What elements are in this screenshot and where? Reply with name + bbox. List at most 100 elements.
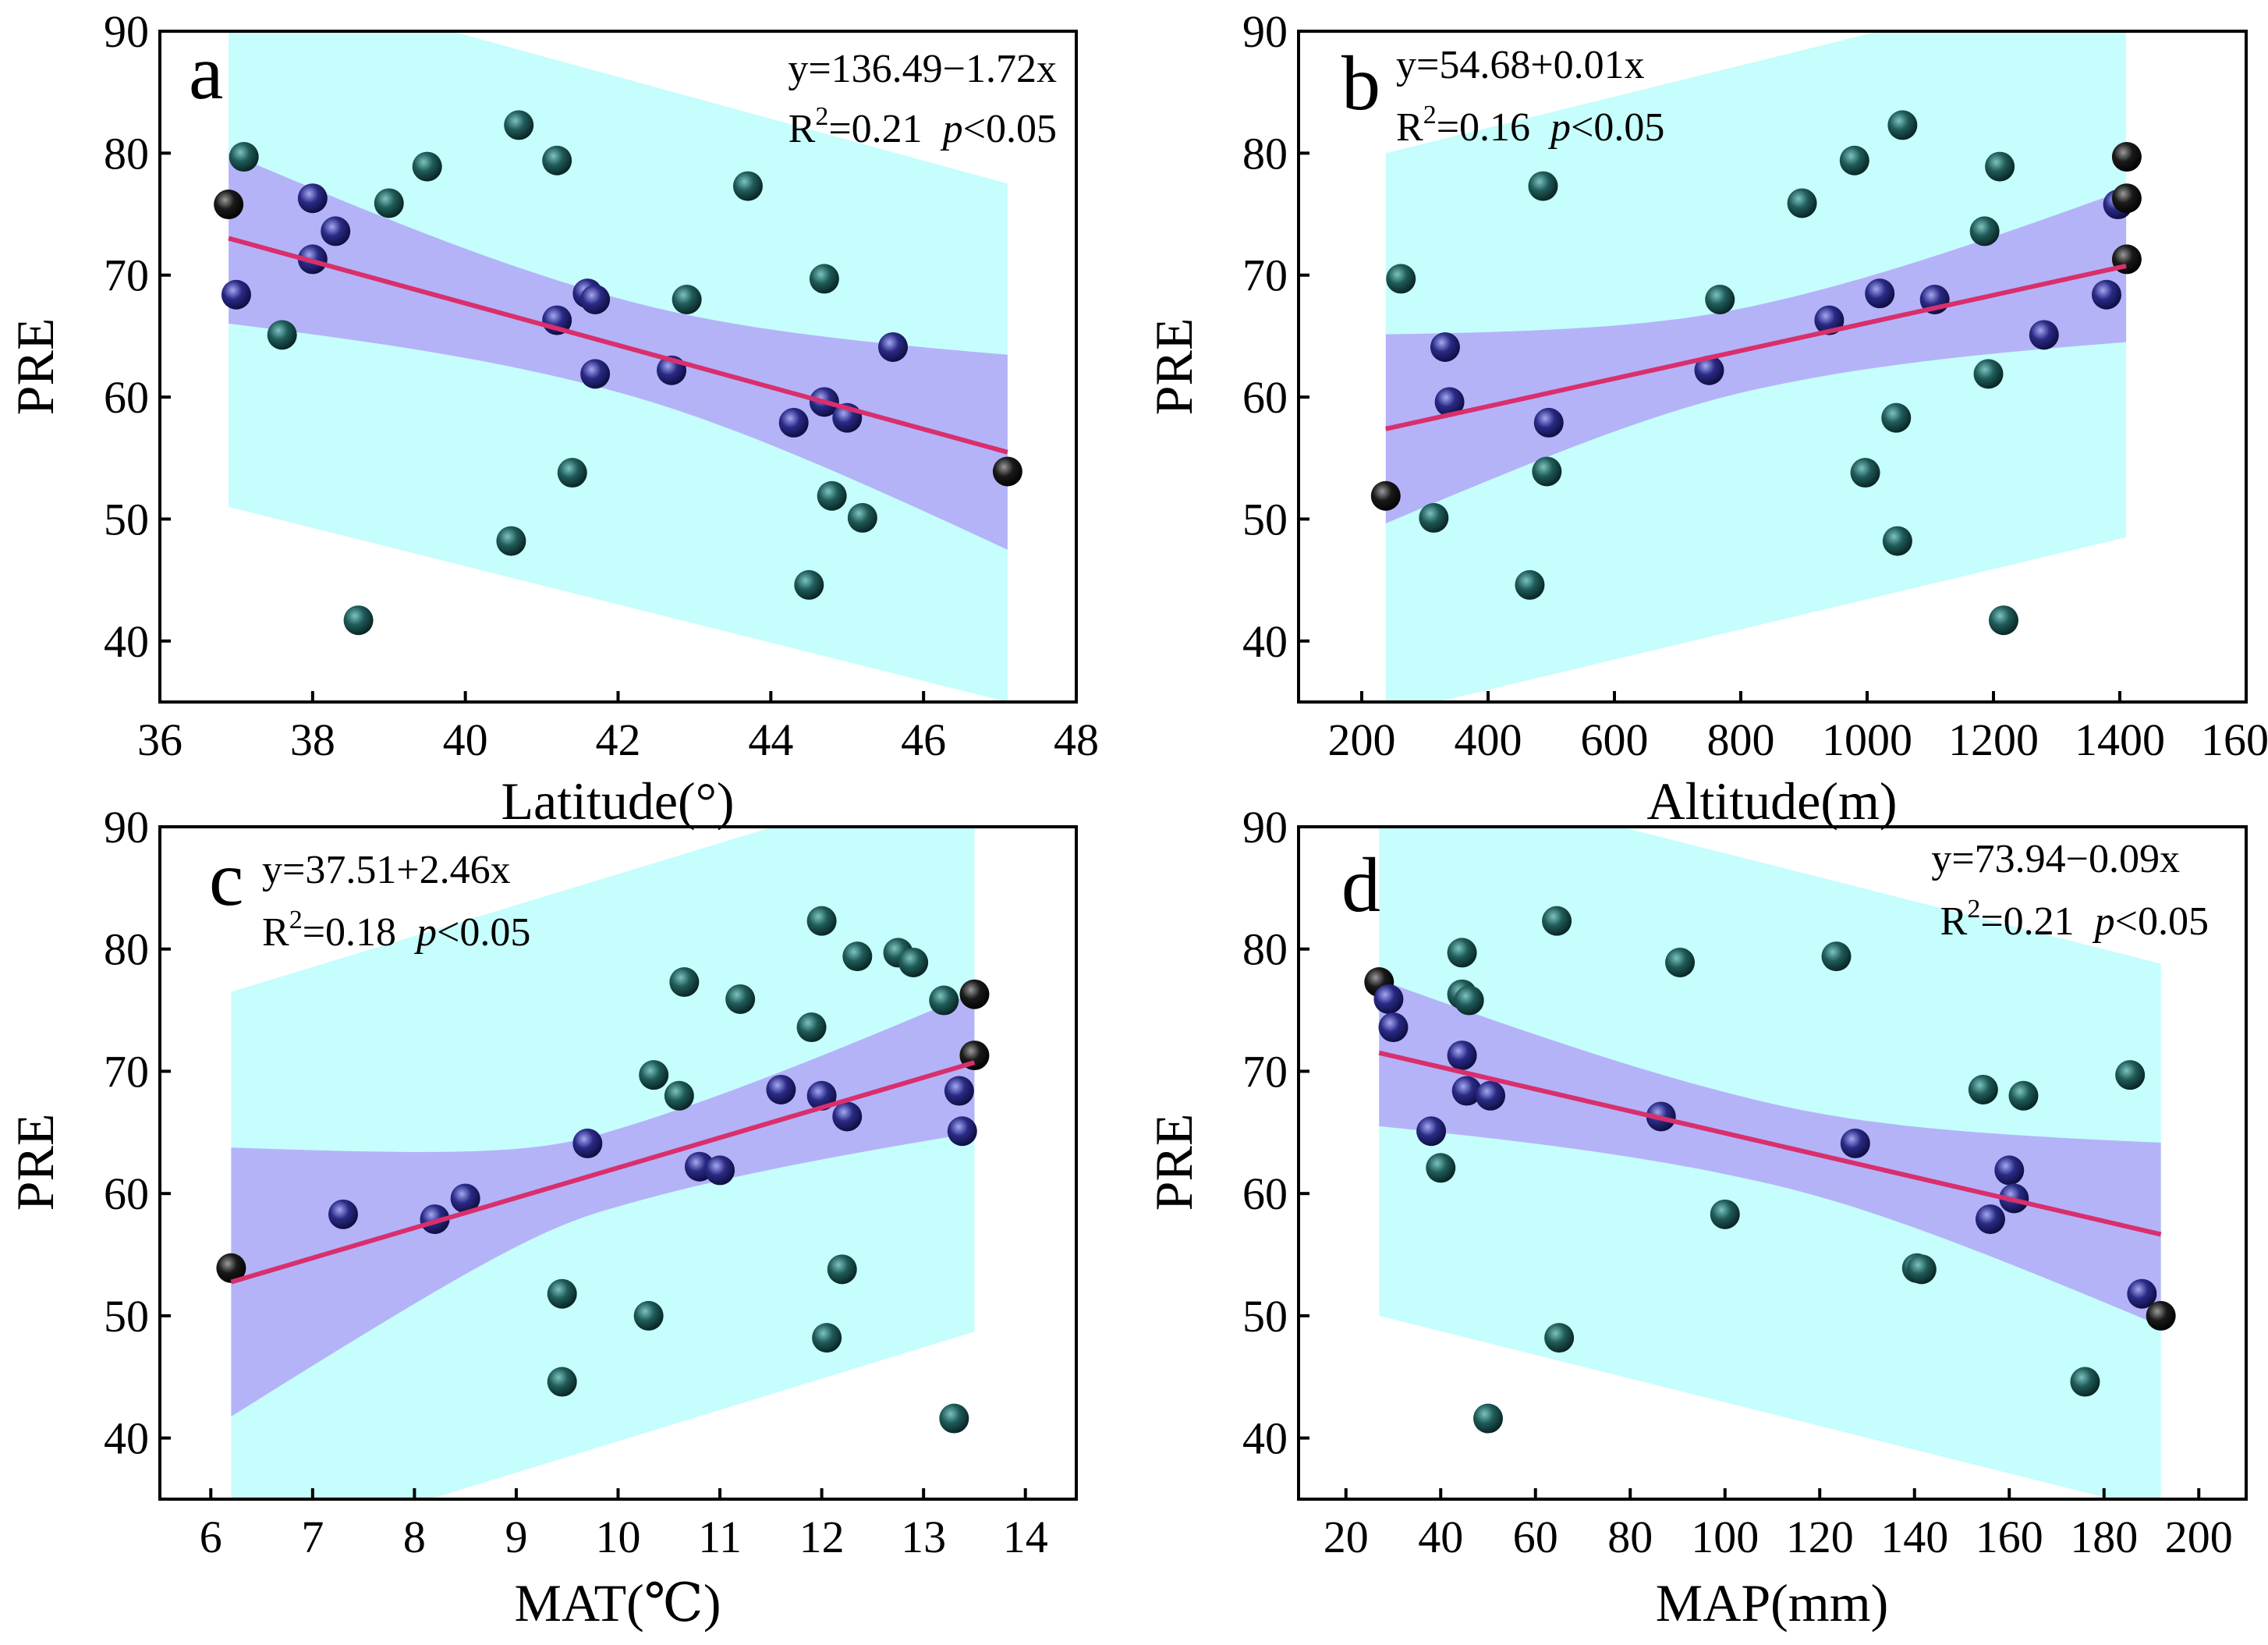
y-tick-label: 90: [1242, 6, 1288, 57]
x-tick-label: 200: [1328, 714, 1396, 765]
p-value: <0.05: [2115, 899, 2209, 944]
regression-equation: y=136.49−1.72x: [788, 47, 1057, 91]
x-tick-label: 10: [596, 1512, 641, 1562]
data-point: [959, 979, 990, 1009]
r2-p-annotation: R2=0.16 p<0.05: [1396, 101, 1664, 150]
data-point: [898, 947, 929, 977]
y-tick-label: 70: [1242, 250, 1288, 301]
data-point: [1850, 458, 1880, 488]
data-point: [847, 502, 877, 533]
y-tick-label: 50: [1242, 494, 1288, 544]
data-point: [705, 1155, 735, 1186]
y-tick-label: 80: [1242, 128, 1288, 179]
r2-superscript: 2: [289, 906, 303, 934]
data-point: [1787, 188, 1817, 218]
data-point: [806, 906, 837, 936]
r2-symbol: R: [262, 910, 289, 955]
p-symbol: p: [413, 910, 437, 955]
data-point: [1447, 1041, 1477, 1071]
y-tick-label: 60: [1242, 372, 1288, 423]
y-tick-label: 50: [104, 494, 149, 544]
r2-value: =0.21: [1980, 899, 2074, 944]
data-point: [1373, 984, 1404, 1014]
x-tick-label: 1000: [1822, 714, 1912, 765]
data-point: [1985, 151, 2015, 182]
r2-superscript: 2: [1423, 101, 1437, 129]
data-point: [2029, 320, 2059, 350]
data-point: [1533, 407, 1564, 438]
x-tick-label: 40: [1418, 1512, 1463, 1562]
data-point: [1419, 502, 1449, 533]
x-tick-label: 1600: [2201, 714, 2268, 765]
data-point: [827, 1254, 857, 1285]
y-tick-label: 90: [104, 6, 149, 57]
x-axis-title: MAP(mm): [1656, 1573, 1888, 1633]
data-point: [1881, 402, 1912, 433]
x-tick-label: 140: [1880, 1512, 1948, 1562]
regression-equation: y=54.68+0.01x: [1396, 43, 1645, 87]
y-tick-label: 60: [104, 372, 149, 423]
r2-superscript: 2: [1967, 895, 1980, 924]
data-point: [1906, 1254, 1937, 1285]
p-symbol: p: [940, 107, 963, 151]
data-point: [832, 1101, 863, 1132]
regression-equation: y=73.94−0.09x: [1931, 837, 2180, 881]
x-tick-label: 8: [403, 1512, 426, 1562]
data-point: [496, 526, 526, 556]
x-tick-label: 60: [1513, 1512, 1558, 1562]
x-tick-label: 48: [1054, 714, 1099, 765]
data-point: [557, 458, 587, 488]
data-point: [1694, 355, 1724, 385]
data-point: [939, 1403, 969, 1434]
data-point: [1416, 1116, 1447, 1147]
data-point: [732, 171, 763, 201]
y-tick-label: 80: [1242, 924, 1288, 975]
x-axis-title: Latitude(°): [501, 771, 734, 831]
data-point: [221, 279, 251, 310]
x-tick-label: 7: [301, 1512, 324, 1562]
panel-c: 6 7 8 9 10 11 12 13 14 40 50 60 70 80 90 MAT(℃) PRE c…: [5, 802, 1078, 1633]
x-tick-label: 100: [1691, 1512, 1759, 1562]
data-point: [229, 142, 259, 172]
x-tick-label: 11: [698, 1512, 742, 1562]
r2-superscript: 2: [815, 102, 828, 131]
regression-line: [228, 236, 1008, 455]
x-tick-label: 6: [200, 1512, 222, 1562]
data-point: [1378, 1012, 1409, 1043]
x-tick-label: 46: [901, 714, 946, 765]
panel-label: b: [1341, 40, 1380, 126]
data-point: [1473, 1403, 1503, 1434]
x-tick-label: 42: [596, 714, 641, 765]
x-axis-title: Altitude(m): [1646, 771, 1897, 831]
data-point: [1454, 985, 1484, 1016]
r2-p-annotation: R2=0.21 p<0.05: [1940, 895, 2209, 944]
x-tick-label: 200: [2165, 1512, 2233, 1562]
data-point: [1865, 278, 1895, 309]
x-tick-label: 13: [901, 1512, 946, 1562]
r2-value: =0.16: [1437, 105, 1530, 150]
p-symbol: p: [2092, 899, 2115, 944]
data-point: [450, 1183, 480, 1214]
x-tick-label: 160: [1976, 1512, 2043, 1562]
data-point: [2127, 1278, 2157, 1309]
y-tick-label: 60: [1242, 1168, 1288, 1219]
y-tick-label: 40: [1242, 1413, 1288, 1464]
data-point: [1370, 480, 1401, 511]
data-point: [1710, 1199, 1740, 1229]
data-point: [796, 1012, 827, 1043]
x-tick-label: 20: [1324, 1512, 1369, 1562]
data-point: [725, 984, 756, 1014]
data-point: [542, 145, 572, 175]
data-point: [794, 569, 824, 600]
y-axis-title: PRE: [5, 1114, 65, 1211]
x-tick-label: 600: [1581, 714, 1649, 765]
data-point: [420, 1204, 450, 1235]
panel-label: d: [1341, 842, 1380, 928]
data-point: [639, 1060, 669, 1090]
data-point: [321, 216, 351, 246]
y-tick-label: 40: [104, 616, 149, 667]
data-point: [1840, 1128, 1870, 1158]
data-point: [809, 264, 839, 294]
